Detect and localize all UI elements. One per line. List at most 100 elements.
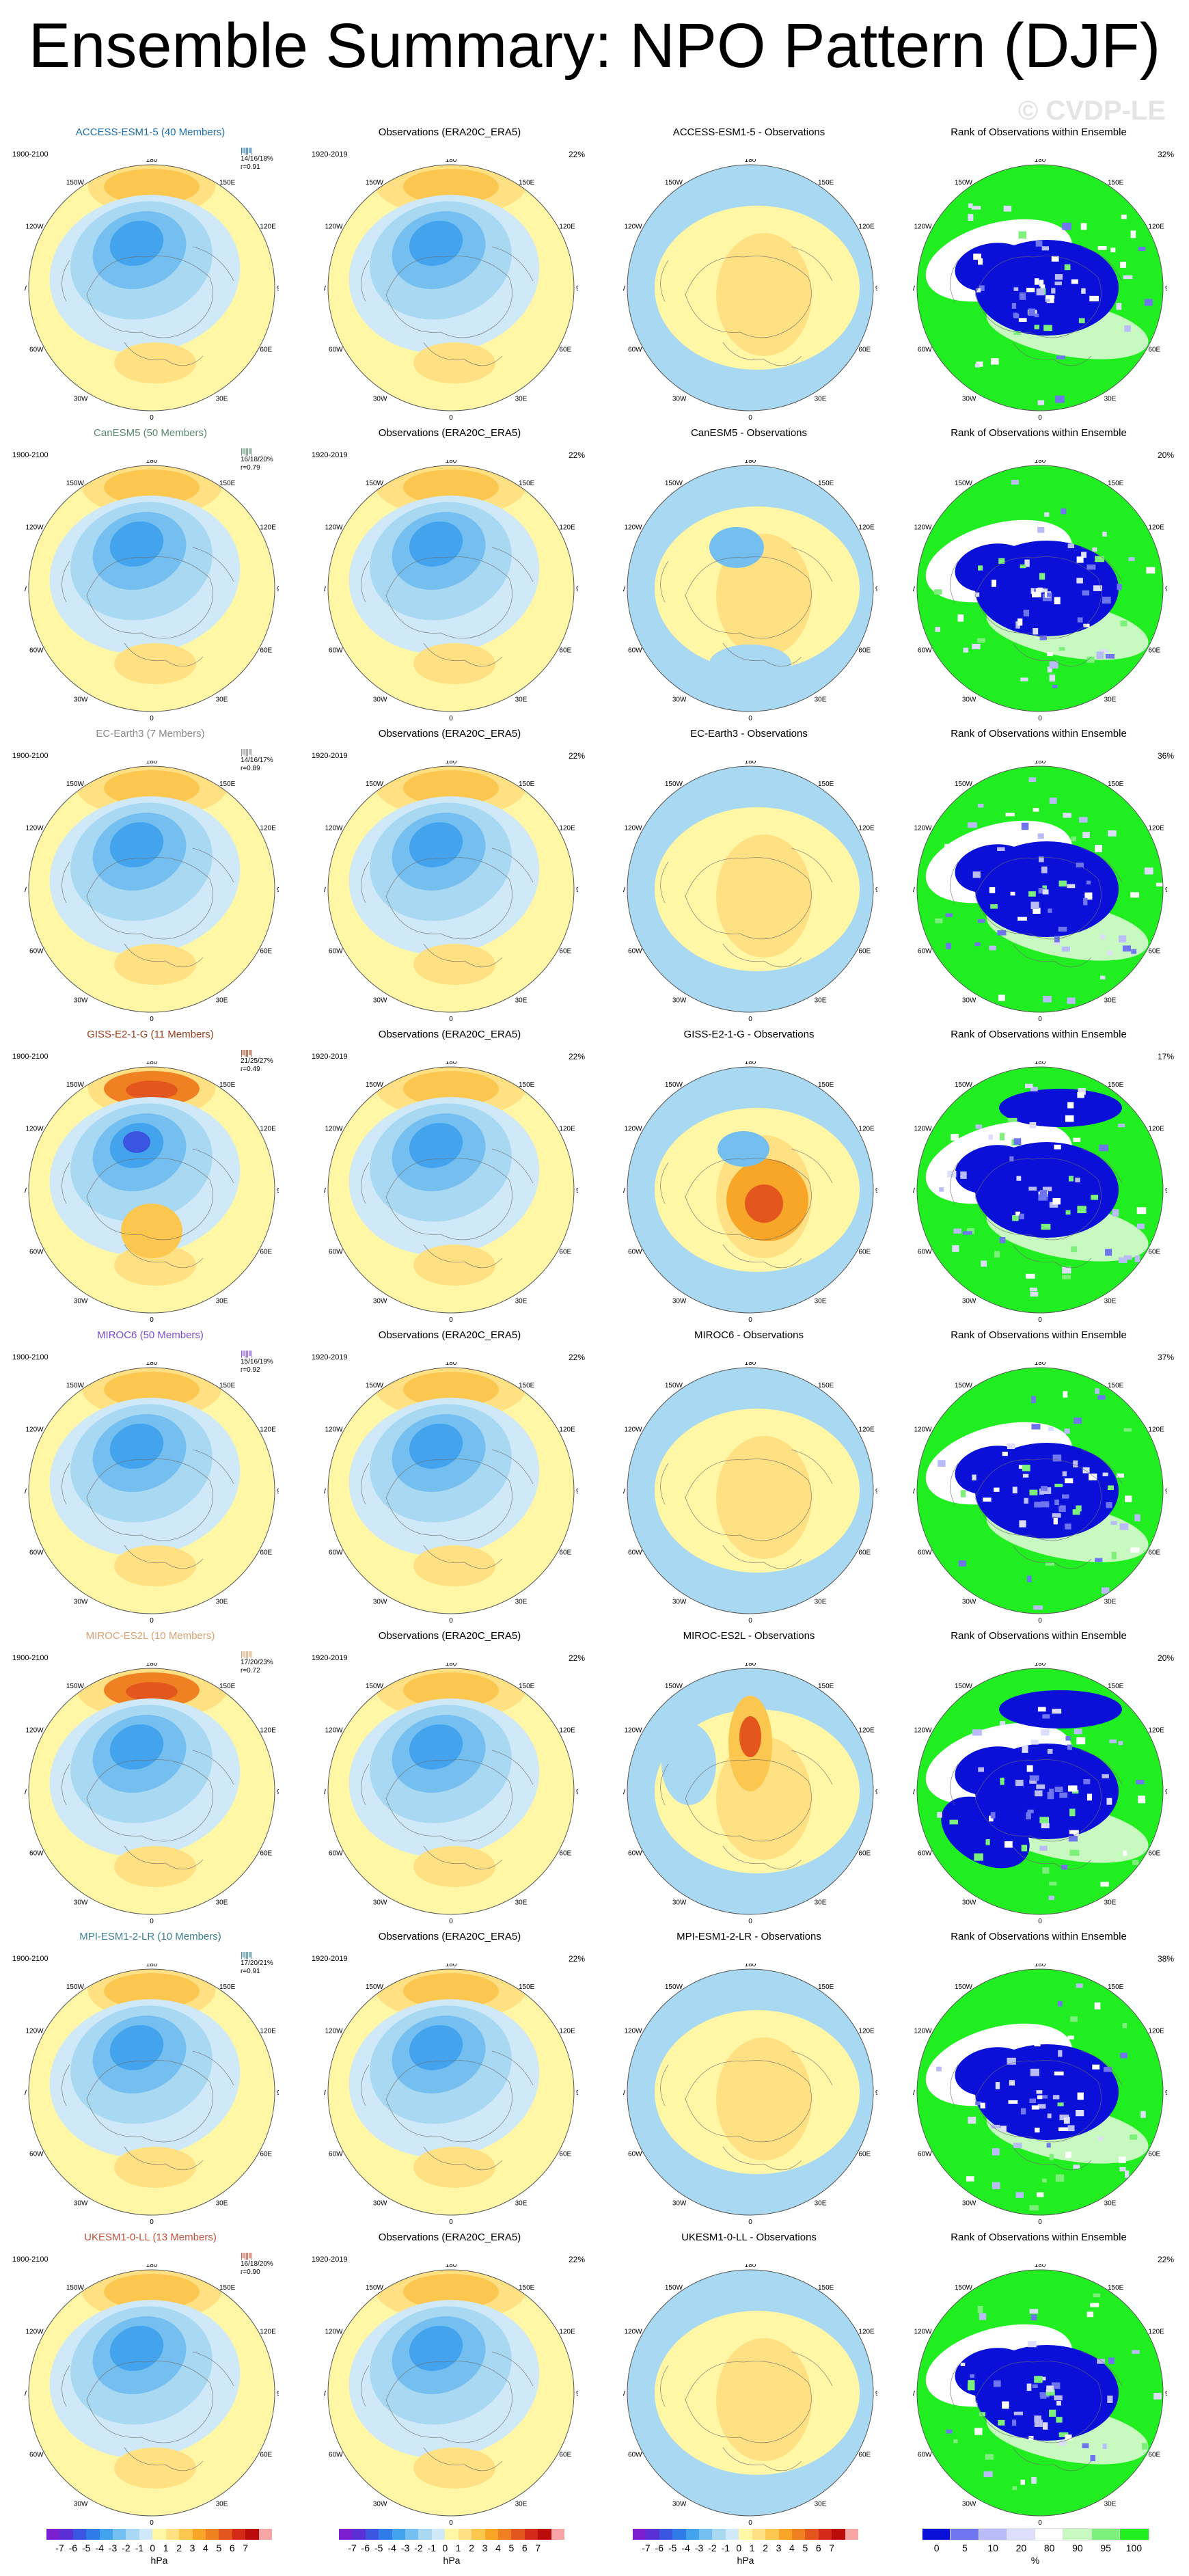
rank-pixel — [998, 994, 1005, 1001]
rank-pixel — [1077, 1206, 1086, 1214]
rank-pixel — [1052, 1513, 1061, 1518]
rank-pixel — [1096, 651, 1104, 660]
longitude-label: 60E — [260, 948, 272, 955]
rank-pixel — [1062, 1275, 1071, 1279]
rank-pixel — [1095, 556, 1105, 562]
diff-panel: MIROC-ES2L - Observations 180 150W 150E 120W… — [605, 1630, 892, 1929]
polar-map: 180 150W 150E 120W 120E 90W 90E 60W 60E 30W 30E 0 — [913, 1663, 1167, 1925]
rank-pixel — [975, 1124, 983, 1129]
colorbar-swatch — [699, 2529, 713, 2540]
longitude-label: 30E — [815, 2200, 827, 2208]
rank-pixel — [1061, 1865, 1067, 1870]
rank-pixel — [1100, 934, 1106, 940]
rank-pixel — [1106, 1798, 1112, 1805]
longitude-label: 60W — [918, 2151, 932, 2158]
longitude-label: 30E — [815, 396, 827, 403]
rank-pixel — [1037, 833, 1044, 839]
colorbar-tick-label: -4 — [95, 2543, 104, 2553]
longitude-label: 60E — [1148, 1549, 1160, 1557]
rank-pixel — [972, 643, 981, 649]
longitude-label: 90E — [277, 1187, 279, 1195]
rank-pixel — [1020, 2108, 1026, 2115]
longitude-label: 30W — [672, 1599, 687, 1606]
model-map: 180 150W 150E 120W 120E 90W 90E 60W 60E 30W 30E 0 — [25, 2264, 279, 2527]
pattern-correlation: r=0.91 — [241, 1968, 260, 1975]
rank-pixel — [1076, 1737, 1086, 1745]
rank-pixel — [1124, 325, 1131, 332]
rank-pixel — [1015, 2192, 1024, 2198]
page-title: Ensemble Summary: NPO Pattern (DJF) — [28, 11, 1161, 81]
longitude-label: 180 — [745, 1362, 756, 1367]
longitude-label: 120W — [25, 1126, 44, 1133]
longitude-label: 180 — [446, 1362, 457, 1367]
colorbar-tick-label: -6 — [655, 2543, 664, 2553]
coastline-overlay — [62, 2050, 234, 2171]
longitude-label: 60E — [858, 1850, 871, 1858]
longitude-label: 30E — [815, 1899, 827, 1907]
rank-pixel — [1042, 889, 1049, 895]
rank-pixel — [1058, 2001, 1063, 2007]
rank-panel-title: Rank of Observations within Ensemble — [951, 2232, 1127, 2243]
coastline-overlay — [950, 2351, 1123, 2471]
rank-pixel — [1058, 2439, 1066, 2446]
colorbar-swatch — [245, 2529, 260, 2540]
rank-pixel — [1039, 1817, 1050, 1823]
rank-pixel — [1051, 2382, 1061, 2389]
longitude-label: 120W — [25, 2028, 44, 2035]
diff-map: 180 150W 150E 120W 120E 90W 90E 60W 60E 30W 30E 0 — [623, 1061, 877, 1324]
colorbar-swatch — [232, 2529, 246, 2540]
rank-pixel — [1005, 813, 1015, 817]
model-map: 180 150W 150E 120W 120E 90W 90E 60W 60E 30W 30E 0 — [25, 761, 279, 1023]
longitude-label: 90W — [25, 285, 27, 293]
rank-pixel — [1071, 1246, 1078, 1253]
rank-pixel — [1051, 288, 1056, 294]
rank-percent: 38% — [1157, 1954, 1174, 1964]
rank-pixel — [1120, 2052, 1128, 2059]
rank-pixel — [1074, 1728, 1082, 1735]
rank-pixel — [1073, 2165, 1080, 2169]
rank-pixel — [994, 1251, 1000, 1258]
colorbar-swatch — [72, 2529, 87, 2540]
polar-map: 180 150W 150E 120W 120E 90W 90E 60W 60E 30W 30E 0 — [913, 1061, 1167, 1324]
longitude-label: 60E — [858, 1549, 871, 1557]
longitude-label: 30E — [515, 1599, 528, 1606]
longitude-label: 30W — [74, 1599, 88, 1606]
rank-pixel — [1078, 318, 1085, 323]
rank-pixel — [1009, 1156, 1014, 1162]
longitude-label: 150E — [219, 480, 236, 487]
longitude-label: 120E — [559, 2028, 575, 2035]
rank-pixel — [1020, 564, 1026, 569]
rank-pixel — [1036, 588, 1043, 593]
longitude-label: 30E — [216, 696, 228, 704]
colorbar-swatch — [126, 2529, 140, 2540]
longitude-label: 150E — [219, 1983, 236, 1991]
rank-pixel — [1046, 298, 1054, 303]
longitude-label: 150W — [366, 1382, 384, 1389]
rank-pixel — [1095, 1558, 1103, 1562]
coastline-overlay — [361, 1750, 534, 1870]
longitude-label: 180 — [146, 159, 158, 164]
diff-panel: ACCESS-ESM1-5 - Observations 180 150W 150E 1… — [605, 126, 892, 426]
rank-pixel — [977, 919, 985, 923]
map-border — [327, 1968, 575, 2216]
longitude-label: 30W — [74, 2200, 88, 2208]
longitude-label: 150E — [818, 2284, 834, 2292]
polar-map: 180 150W 150E 120W 120E 90W 90E 60W 60E 30W 30E 0 — [913, 1964, 1167, 2226]
diff-map: 180 150W 150E 120W 120E 90W 90E 60W 60E 30W 30E 0 — [623, 1964, 877, 2226]
longitude-label: 90E — [277, 1789, 279, 1796]
longitude-label: 180 — [146, 460, 158, 465]
longitude-label: 60E — [260, 647, 272, 655]
diff-panel: GISS-E2-1-G - Observations 180 150W 150E 120… — [605, 1029, 892, 1328]
rank-pixel — [1039, 1488, 1044, 1495]
longitude-label: 90E — [576, 2390, 578, 2398]
rank-pixel — [1012, 2486, 1017, 2491]
colorbar-swatch — [445, 2529, 459, 2540]
rank-pixel — [1120, 262, 1126, 268]
rank-pixel — [1076, 2110, 1084, 2117]
rank-pixel — [1121, 214, 1127, 219]
colorbar-swatch — [672, 2529, 687, 2540]
longitude-label: 0 — [449, 414, 453, 422]
rank-pixel — [953, 1228, 961, 1234]
longitude-label: 0 — [748, 414, 752, 422]
